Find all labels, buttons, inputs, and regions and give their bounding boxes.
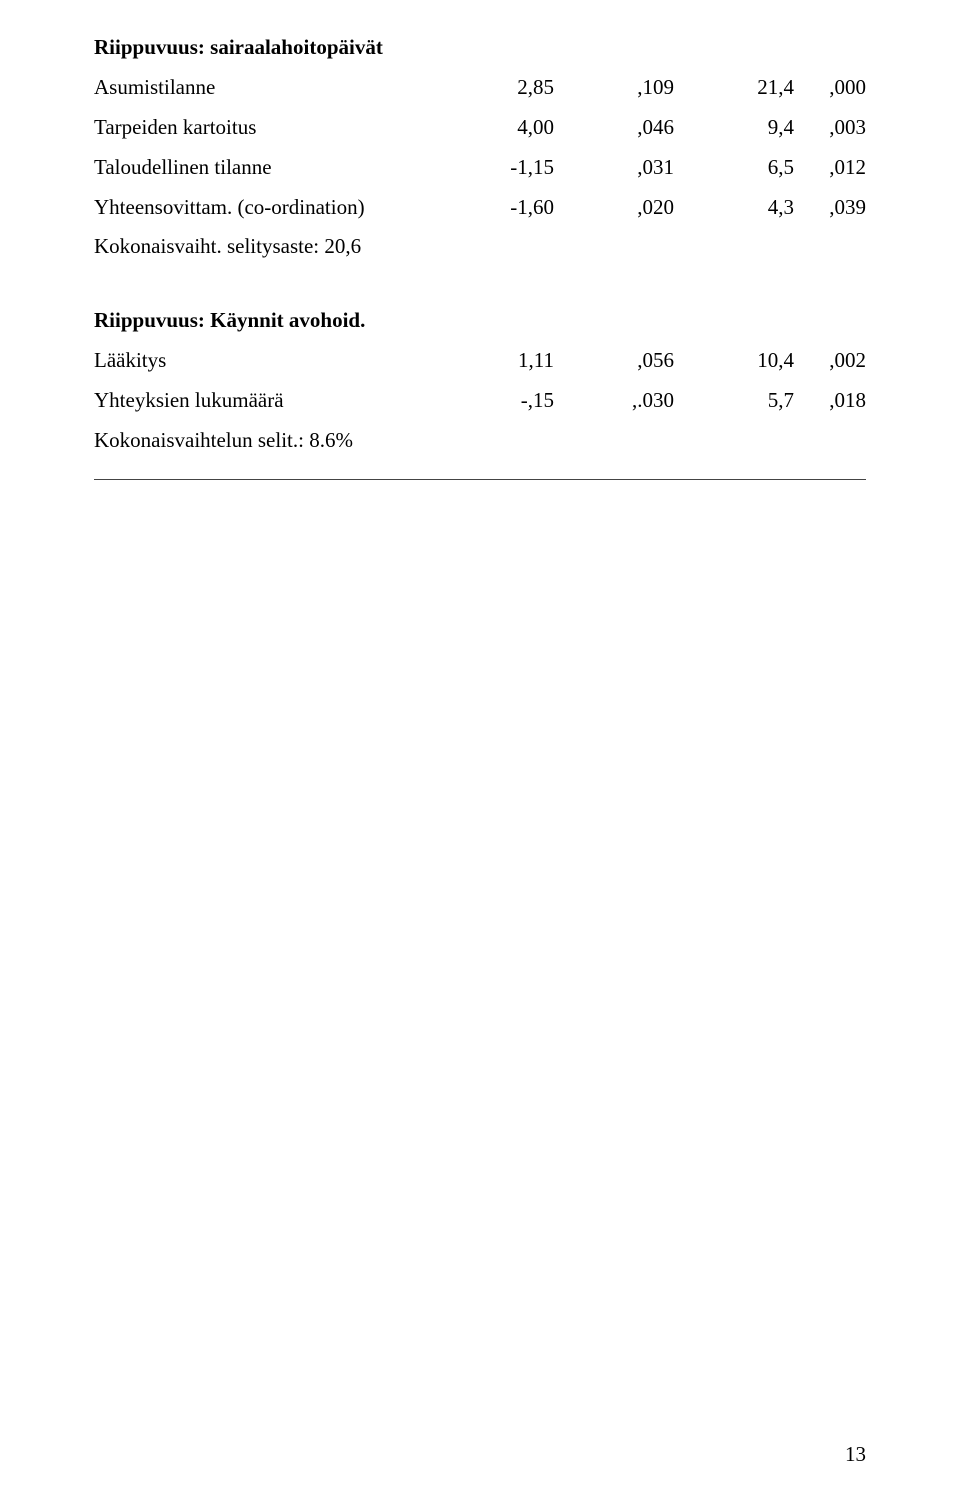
row-value: ,020 xyxy=(554,188,674,228)
blank xyxy=(424,28,554,68)
section2-title: Riippuvuus: Käynnit avohoid. xyxy=(94,301,424,341)
section1-table: Riippuvuus: sairaalahoitopäivät Asumisti… xyxy=(94,28,866,461)
row-value: 1,11 xyxy=(424,341,554,381)
spacer xyxy=(94,267,866,301)
row-value: 4,3 xyxy=(674,188,794,228)
table-row: Tarpeiden kartoitus 4,00 ,046 9,4 ,003 xyxy=(94,108,866,148)
row-value: ,.030 xyxy=(554,381,674,421)
table-row: Taloudellinen tilanne -1,15 ,031 6,5 ,01… xyxy=(94,148,866,188)
row-label: Lääkitys xyxy=(94,341,424,381)
row-value: ,109 xyxy=(554,68,674,108)
row-value: ,056 xyxy=(554,341,674,381)
row-label: Taloudellinen tilanne xyxy=(94,148,424,188)
section2-footer-row: Kokonaisvaihtelun selit.: 8.6% xyxy=(94,421,866,461)
section2-title-row: Riippuvuus: Käynnit avohoid. xyxy=(94,301,866,341)
table-row: Yhteyksien lukumäärä -,15 ,.030 5,7 ,018 xyxy=(94,381,866,421)
page: Riippuvuus: sairaalahoitopäivät Asumisti… xyxy=(0,0,960,1501)
row-value: 4,00 xyxy=(424,108,554,148)
row-label: Asumistilanne xyxy=(94,68,424,108)
blank xyxy=(794,301,866,341)
row-value: ,002 xyxy=(794,341,866,381)
blank xyxy=(424,301,554,341)
horizontal-rule xyxy=(94,479,866,480)
section1-footer: Kokonaisvaiht. selitysaste: 20,6 xyxy=(94,227,866,267)
row-value: -1,15 xyxy=(424,148,554,188)
section1-footer-row: Kokonaisvaiht. selitysaste: 20,6 xyxy=(94,227,866,267)
section2-footer: Kokonaisvaihtelun selit.: 8.6% xyxy=(94,421,866,461)
row-value: ,000 xyxy=(794,68,866,108)
blank xyxy=(554,301,674,341)
page-number: 13 xyxy=(845,1442,866,1467)
row-value: 9,4 xyxy=(674,108,794,148)
blank xyxy=(674,301,794,341)
row-value: ,031 xyxy=(554,148,674,188)
blank xyxy=(554,28,674,68)
row-value: 2,85 xyxy=(424,68,554,108)
row-value: ,012 xyxy=(794,148,866,188)
section1-title-row: Riippuvuus: sairaalahoitopäivät xyxy=(94,28,866,68)
row-value: ,039 xyxy=(794,188,866,228)
row-value: ,003 xyxy=(794,108,866,148)
row-value: -1,60 xyxy=(424,188,554,228)
row-value: -,15 xyxy=(424,381,554,421)
row-value: 6,5 xyxy=(674,148,794,188)
table-row: Asumistilanne 2,85 ,109 21,4 ,000 xyxy=(94,68,866,108)
table-row: Lääkitys 1,11 ,056 10,4 ,002 xyxy=(94,341,866,381)
row-value: 21,4 xyxy=(674,68,794,108)
blank xyxy=(674,28,794,68)
row-label: Yhteensovittam. (co-ordination) xyxy=(94,188,424,228)
row-value: ,046 xyxy=(554,108,674,148)
table-row: Yhteensovittam. (co-ordination) -1,60 ,0… xyxy=(94,188,866,228)
section1-title: Riippuvuus: sairaalahoitopäivät xyxy=(94,28,424,68)
row-value: 5,7 xyxy=(674,381,794,421)
row-label: Yhteyksien lukumäärä xyxy=(94,381,424,421)
row-label: Tarpeiden kartoitus xyxy=(94,108,424,148)
row-value: 10,4 xyxy=(674,341,794,381)
row-value: ,018 xyxy=(794,381,866,421)
blank xyxy=(794,28,866,68)
